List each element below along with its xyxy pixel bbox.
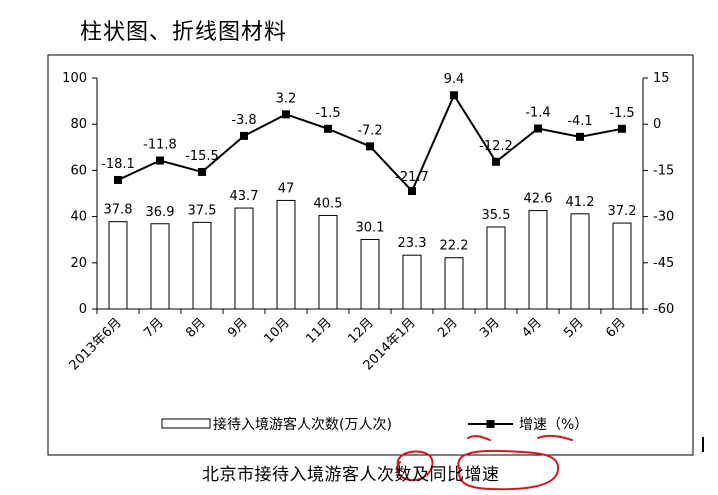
left-tick-label: 80	[70, 117, 87, 132]
growth-point	[240, 131, 248, 140]
legend-line-marker	[486, 420, 495, 428]
right-tick-label: 0	[653, 117, 661, 132]
bar	[486, 226, 506, 310]
right-tick-label: -15	[653, 163, 674, 178]
x-tick-label: 5月	[561, 315, 587, 341]
growth-value-label: 3.2	[276, 91, 297, 106]
bar-value-label: 23.3	[398, 236, 427, 251]
left-tick-label: 20	[70, 256, 87, 271]
legend-bar-label: 接待入境游客人次数(万人次)	[213, 416, 392, 433]
bar	[150, 223, 170, 310]
bar	[528, 210, 548, 310]
growth-point	[408, 187, 416, 196]
growth-point	[324, 124, 332, 133]
bar	[444, 257, 464, 310]
handwritten-annotations	[396, 434, 573, 491]
left-tick-label: 100	[62, 71, 87, 86]
growth-value-label: -15.5	[185, 149, 219, 164]
growth-value-label: -7.2	[357, 123, 382, 138]
growth-point	[198, 167, 206, 176]
bar	[570, 213, 590, 310]
bar-value-label: 41.2	[566, 195, 595, 210]
bar-value-label: 30.1	[356, 220, 385, 235]
bar-value-label: 47	[278, 181, 295, 196]
x-tick-label: 11月	[303, 315, 334, 346]
right-tick-label: -30	[653, 210, 674, 225]
bar-value-label: 42.6	[524, 192, 553, 207]
annotation-strike-2	[537, 434, 573, 441]
left-tick-label: 40	[70, 210, 87, 225]
growth-value-label: -11.8	[143, 138, 177, 153]
bar-value-label: 36.9	[146, 205, 175, 220]
bar-value-label: 37.2	[608, 204, 637, 219]
legend-line-label: 增速（%）	[519, 417, 588, 433]
chart-frame	[47, 54, 694, 456]
growth-value-label: -1.4	[525, 106, 550, 121]
left-tick-label: 0	[79, 302, 87, 317]
growth-value-label: -4.1	[567, 114, 592, 129]
growth-point	[576, 132, 584, 141]
bar	[318, 214, 338, 310]
x-tick-label: 10月	[261, 315, 292, 346]
bar	[234, 207, 254, 310]
bar	[612, 222, 632, 310]
annotation-strike-1	[467, 435, 491, 441]
bar-value-label: 37.8	[104, 203, 133, 218]
growth-value-label: -3.8	[231, 113, 256, 128]
right-tick-label: 15	[653, 71, 670, 86]
x-tick-label: 12月	[345, 315, 376, 346]
growth-point	[156, 156, 164, 165]
bar-value-label: 37.5	[188, 203, 217, 218]
bar-value-label: 22.2	[440, 239, 469, 254]
bar	[276, 199, 296, 310]
bar	[402, 254, 422, 310]
x-tick-label: 2月	[435, 315, 461, 341]
x-tick-label: 3月	[477, 315, 503, 341]
growth-value-label: -1.5	[315, 106, 340, 121]
x-tick-label: 8月	[183, 315, 209, 341]
legend: 接待入境游客人次数(万人次) 增速（%）	[161, 416, 588, 433]
growth-point	[618, 124, 626, 133]
growth-point	[450, 91, 458, 100]
bar	[360, 238, 380, 310]
growth-point	[492, 157, 500, 166]
bar	[108, 221, 128, 310]
left-tick-label: 60	[70, 163, 87, 178]
x-tick-label: 9月	[225, 315, 251, 341]
legend-bar-swatch	[161, 418, 211, 429]
x-tick-label: 4月	[519, 315, 545, 341]
growth-point	[366, 142, 374, 151]
x-tick-label: 7月	[141, 315, 167, 341]
x-tick-label: 2013年6月	[67, 315, 125, 373]
annotation-circle-1	[396, 450, 434, 482]
bar-value-label: 40.5	[314, 196, 343, 211]
growth-value-label: -18.1	[101, 157, 135, 172]
growth-value-label: 9.4	[444, 72, 465, 87]
bar	[192, 221, 212, 310]
growth-point	[282, 110, 290, 119]
right-tick-label: -60	[653, 302, 674, 317]
x-tick-label: 6月	[603, 315, 629, 341]
page-heading: 柱状图、折线图材料	[80, 20, 288, 45]
chart-caption: 北京市接待入境游客人次数及同比增速	[202, 465, 500, 485]
bar-value-label: 35.5	[482, 208, 511, 223]
growth-value-label: -1.5	[609, 106, 634, 121]
growth-value-label: -12.2	[479, 139, 513, 154]
right-tick-label: -45	[653, 256, 674, 271]
growth-value-label: -21.7	[395, 170, 429, 185]
growth-point	[534, 124, 542, 133]
bar-value-label: 43.7	[230, 189, 259, 204]
growth-point	[114, 175, 122, 184]
annotation-circle-2	[457, 449, 560, 491]
